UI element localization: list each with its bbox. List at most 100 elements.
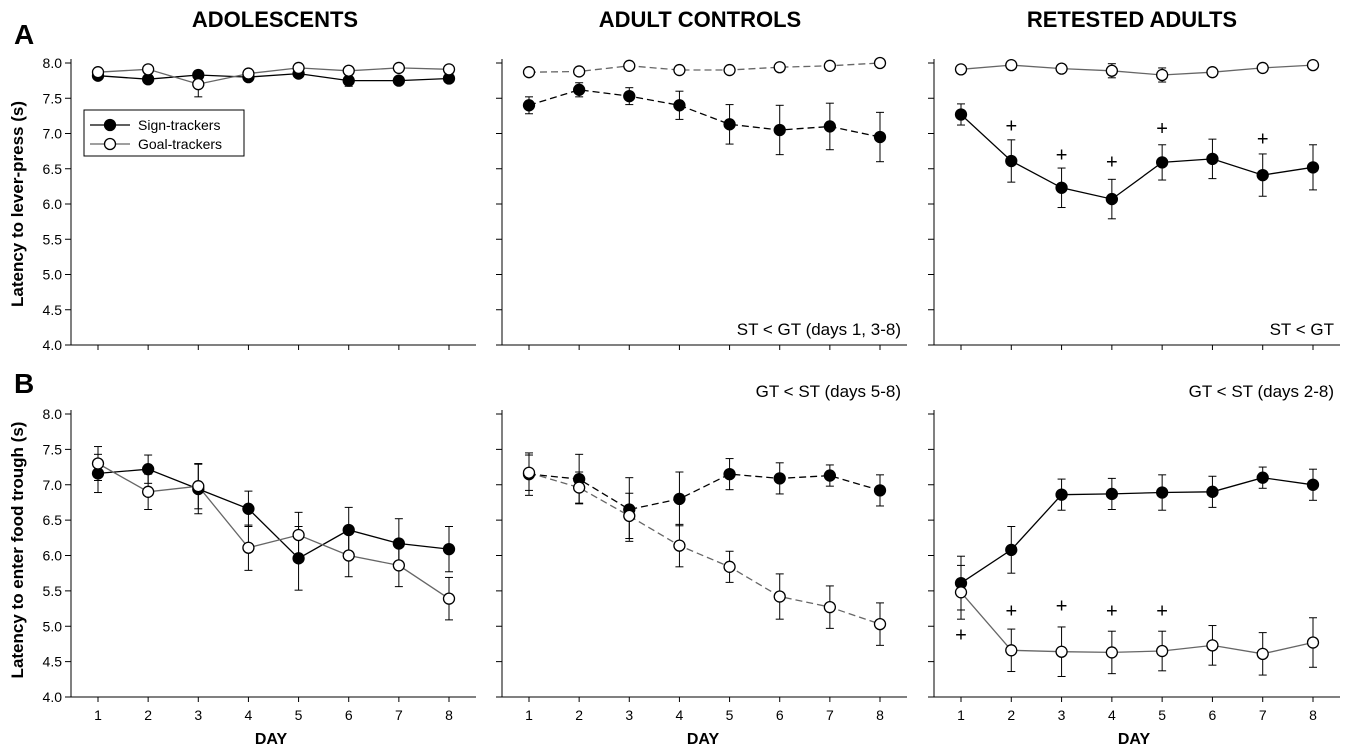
x-tick-label: 4 [1108, 707, 1116, 723]
x-tick-label: 7 [826, 707, 834, 723]
data-point-sign-trackers [1005, 154, 1018, 168]
data-point-sign-trackers [673, 492, 686, 506]
column-title-adolescents: ADOLESCENTS [192, 7, 358, 32]
column-title-adult-controls: ADULT CONTROLS [599, 7, 801, 32]
panel-annotation: GT < ST (days 5-8) [756, 382, 901, 401]
data-point-goal-trackers [1155, 644, 1169, 658]
data-point-sign-trackers [1306, 161, 1320, 174]
significance-plus-marker: + [955, 625, 967, 647]
data-point-goal-trackers [1105, 64, 1119, 77]
y-tick-label: 7.5 [43, 90, 63, 106]
data-point-goal-trackers [141, 485, 155, 498]
data-point-sign-trackers [823, 120, 837, 133]
chart-b-retested-adults: 1 2 3 4 5 6 7 8 + + + + + GT < ST (days 2-8) [928, 382, 1340, 723]
data-point-goal-trackers [1306, 636, 1320, 649]
data-point-goal-trackers [954, 586, 968, 599]
data-point-sign-trackers [1206, 152, 1219, 166]
data-point-sign-trackers [292, 552, 305, 565]
data-point-goal-trackers [141, 63, 155, 76]
data-point-sign-trackers [1206, 485, 1219, 498]
x-tick-label: 3 [625, 707, 633, 723]
data-point-goal-trackers [1005, 644, 1018, 657]
data-point-goal-trackers [242, 541, 255, 554]
data-point-goal-trackers [442, 63, 456, 76]
series-line-sign-trackers [97, 72, 450, 82]
panel-annotation: ST < GT [1270, 320, 1334, 339]
data-point-goal-trackers [572, 65, 586, 78]
x-tick-label: 2 [1007, 707, 1015, 723]
x-tick-label: 7 [395, 707, 403, 723]
data-point-sign-trackers [572, 83, 586, 96]
data-point-sign-trackers [723, 118, 736, 131]
data-point-sign-trackers [392, 537, 406, 550]
chart-b-adult-controls: 1 2 3 4 5 6 7 8 GT < ST (days 5-8) [496, 382, 907, 723]
series-line-sign-trackers [960, 477, 1314, 584]
y-tick-label: 8.0 [43, 406, 63, 422]
data-point-goal-trackers [1155, 68, 1169, 82]
x-tick-label: 4 [676, 707, 684, 723]
series-line-goal-trackers [528, 472, 881, 625]
x-tick-label: 8 [445, 707, 453, 723]
data-point-goal-trackers [1005, 58, 1018, 72]
data-point-goal-trackers [572, 481, 586, 494]
chart-a-retested-adults: + + + + + ST < GT [928, 58, 1340, 350]
x-tick-label: 8 [1309, 707, 1317, 723]
y-tick-label: 4.5 [43, 654, 63, 670]
data-point-sign-trackers [1055, 181, 1068, 194]
x-axis-label-adolescents: DAY [255, 731, 288, 748]
x-tick-label: 7 [1259, 707, 1267, 723]
data-point-goal-trackers [1256, 61, 1269, 75]
series-line-goal-trackers [960, 64, 1314, 76]
y-tick-label: 7.5 [43, 441, 63, 457]
data-point-goal-trackers [342, 64, 355, 77]
legend-st-marker [103, 118, 117, 132]
data-point-goal-trackers [673, 63, 686, 77]
data-point-goal-trackers [673, 539, 686, 552]
series-line-goal-trackers [960, 591, 1314, 655]
data-point-goal-trackers [522, 466, 536, 479]
data-point-goal-trackers [442, 592, 456, 605]
data-point-sign-trackers [673, 99, 686, 112]
y-tick-label: 4.0 [43, 689, 63, 705]
y-tick-label: 6.5 [43, 161, 63, 177]
data-point-goal-trackers [1105, 646, 1119, 659]
legend-gt-marker [103, 137, 117, 151]
y-tick-label: 6.5 [43, 512, 63, 528]
x-tick-label: 2 [575, 707, 583, 723]
panel-annotation: GT < ST (days 2-8) [1189, 382, 1334, 401]
panel-annotation: ST < GT (days 1, 3-8) [737, 320, 901, 339]
chart-a-adult-controls: ST < GT (days 1, 3-8) [496, 56, 907, 350]
data-point-goal-trackers [1206, 66, 1219, 79]
x-tick-label: 4 [245, 707, 253, 723]
significance-plus-marker: + [1106, 152, 1118, 174]
data-point-goal-trackers [292, 528, 305, 542]
data-point-goal-trackers [773, 61, 786, 74]
data-point-sign-trackers [823, 469, 837, 482]
legend-label-sign-trackers: Sign-trackers [138, 117, 220, 133]
data-point-sign-trackers [873, 484, 887, 497]
x-tick-label: 1 [957, 707, 965, 723]
x-tick-label: 6 [1209, 707, 1217, 723]
x-tick-label: 5 [295, 707, 303, 723]
y-tick-label: 5.5 [43, 583, 63, 599]
data-point-goal-trackers [292, 61, 305, 75]
significance-plus-marker: + [1257, 128, 1269, 150]
data-point-goal-trackers [1055, 62, 1068, 75]
data-point-sign-trackers [141, 463, 155, 476]
data-point-sign-trackers [773, 472, 786, 485]
x-tick-label: 3 [1058, 707, 1066, 723]
x-tick-label: 2 [144, 707, 152, 723]
data-point-goal-trackers [192, 78, 205, 91]
data-point-goal-trackers [192, 480, 205, 493]
data-point-sign-trackers [723, 467, 736, 481]
series-line-goal-trackers [97, 462, 450, 600]
data-point-goal-trackers [1256, 647, 1269, 660]
significance-plus-marker: + [1056, 145, 1068, 167]
x-tick-label: 1 [94, 707, 102, 723]
data-point-sign-trackers [773, 123, 786, 137]
data-point-goal-trackers [91, 457, 105, 470]
plot-area: 4.0 4.5 5.0 5.5 6.0 6.5 7.0 7.5 8.0 ST < GT (days… [43, 55, 1340, 723]
column-title-retested-adults: RETESTED ADULTS [1027, 7, 1237, 32]
x-tick-label: 6 [345, 707, 353, 723]
